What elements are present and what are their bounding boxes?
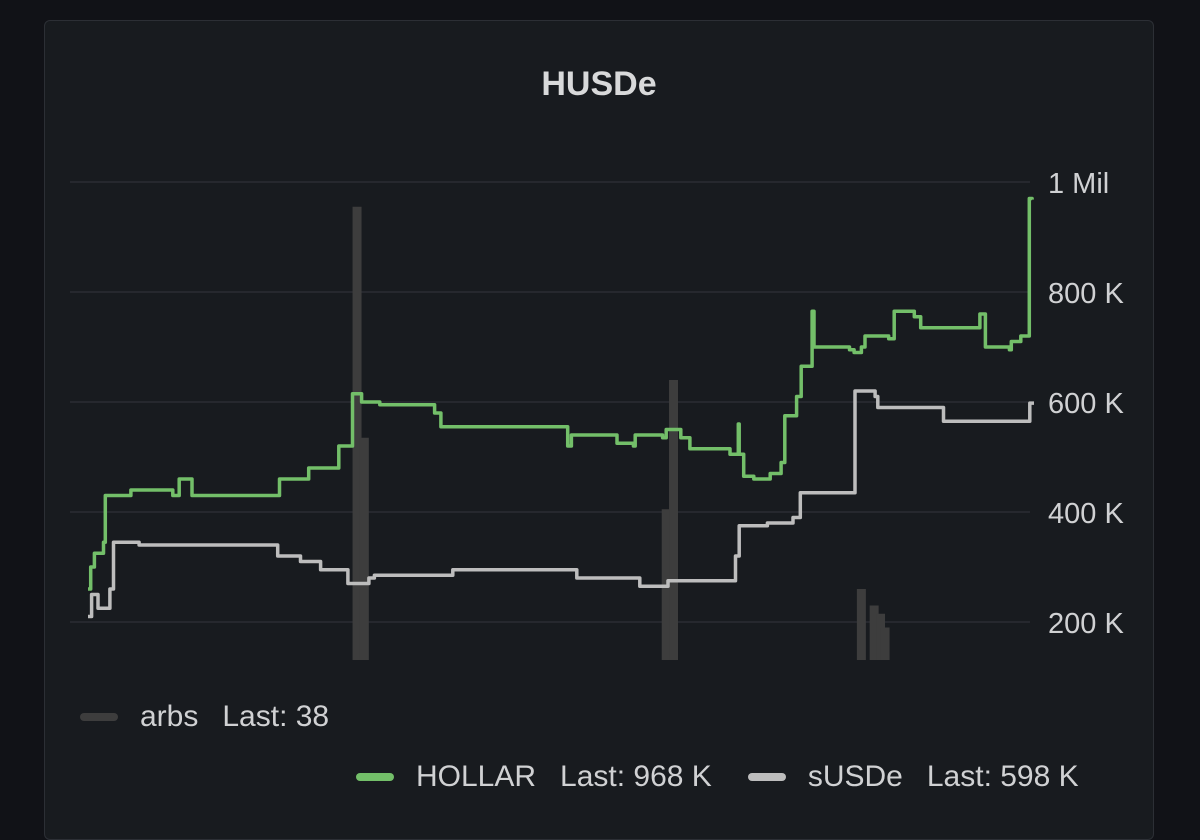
legend-item-hollar[interactable]: HOLLAR Last: 968 K (356, 760, 748, 794)
legend-stat-hollar: Last: 968 K (560, 760, 712, 794)
legend-row-2: HOLLAR Last: 968 K sUSDe Last: 598 K (356, 760, 1115, 794)
hollar-line-tail[interactable] (1000, 199, 1032, 350)
legend-row-1: arbs Last: 38 (80, 700, 365, 734)
arbs-bar[interactable] (360, 438, 369, 660)
legend-swatch-susde (748, 773, 786, 781)
legend-name-arbs: arbs (140, 700, 198, 734)
susde-line[interactable] (88, 391, 1000, 617)
y-tick-label: 1 Mil (1048, 168, 1109, 200)
arbs-bars (353, 207, 890, 660)
legend-stat-arbs: Last: 38 (222, 700, 329, 734)
legend-stat-susde: Last: 598 K (927, 760, 1079, 794)
grid-lines (70, 182, 1030, 622)
arbs-bar[interactable] (881, 628, 890, 661)
series-lines (88, 199, 1034, 617)
y-axis: 1 Mil 800 K 600 K 400 K 200 K (1048, 168, 1124, 640)
y-tick-label: 400 K (1048, 498, 1124, 530)
legend-item-susde[interactable]: sUSDe Last: 598 K (748, 760, 1115, 794)
susde-line-tail[interactable] (1000, 403, 1034, 421)
hollar-line[interactable] (88, 311, 1000, 589)
legend-name-susde: sUSDe (808, 760, 903, 794)
y-tick-label: 600 K (1048, 388, 1124, 420)
arbs-bar[interactable] (857, 589, 866, 660)
legend-name-hollar: HOLLAR (416, 760, 536, 794)
y-tick-label: 200 K (1048, 608, 1124, 640)
legend-swatch-arbs (80, 713, 118, 721)
y-tick-label: 800 K (1048, 278, 1124, 310)
legend-swatch-hollar (356, 773, 394, 781)
arbs-bar[interactable] (669, 380, 678, 660)
legend-item-arbs[interactable]: arbs Last: 38 (80, 700, 365, 734)
